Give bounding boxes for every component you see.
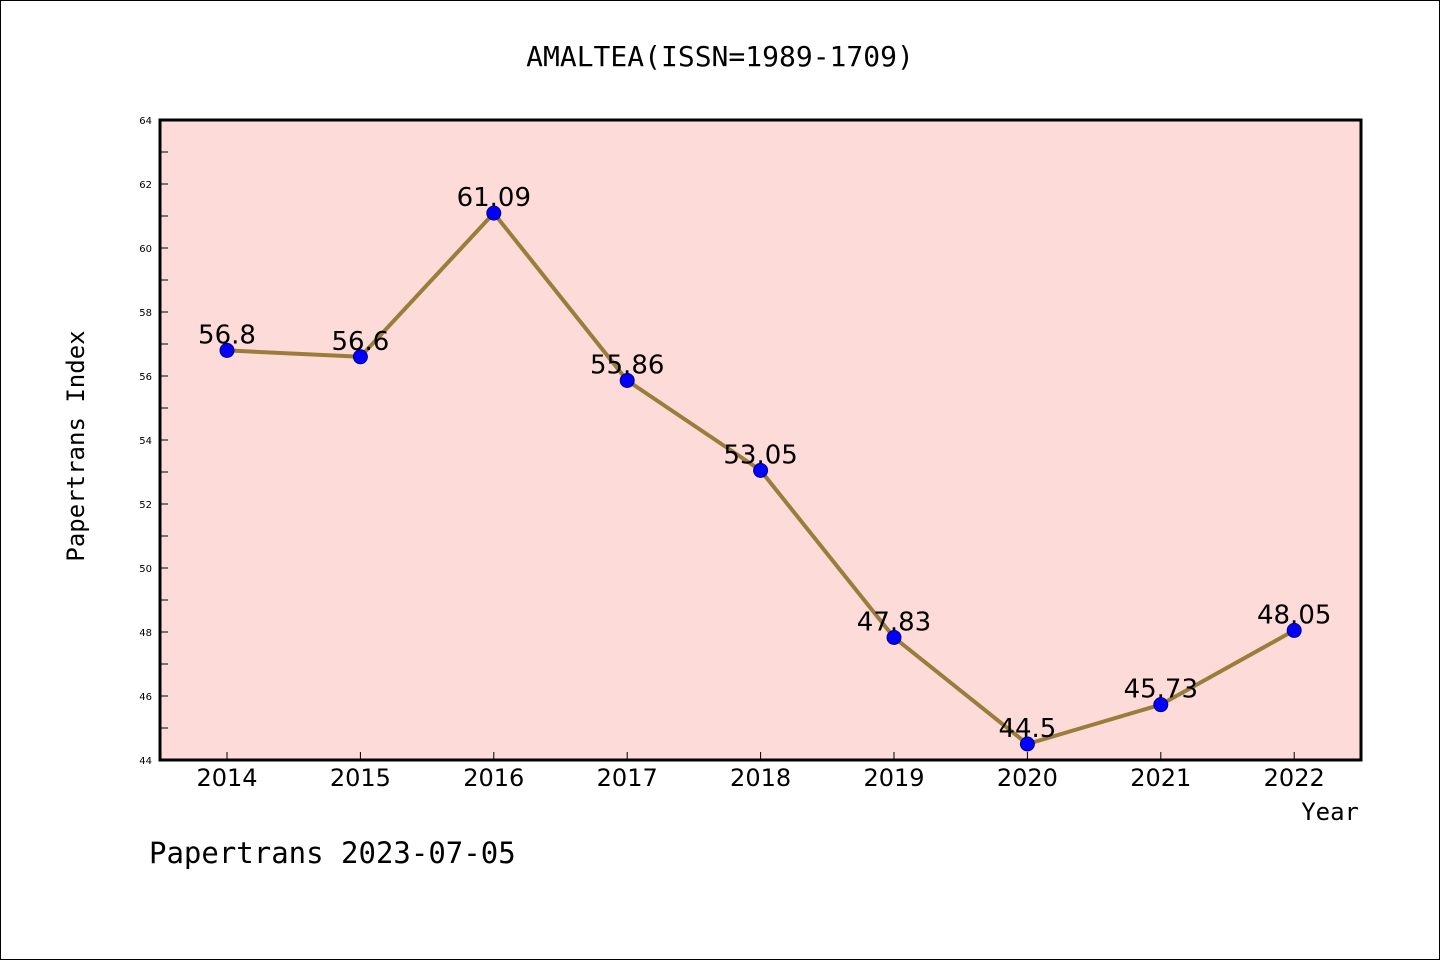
data-point bbox=[886, 629, 902, 645]
y-axis-label: Papertrans Index bbox=[62, 330, 90, 561]
x-tick-label: 2021 bbox=[1130, 764, 1191, 792]
y-tick-label: 48 bbox=[139, 628, 152, 639]
data-label: 56.6 bbox=[331, 327, 389, 357]
x-tick-label: 2017 bbox=[597, 764, 658, 792]
y-tick-label: 44 bbox=[139, 756, 152, 767]
data-labels: 56.8 56.6 61.09 55.86 53.05 47.83 44.5 45.73 48.… bbox=[198, 183, 1331, 744]
y-tick-label: 56 bbox=[139, 372, 152, 383]
x-axis-label: Year bbox=[1301, 798, 1359, 826]
y-tick-label: 58 bbox=[139, 308, 152, 319]
x-tick-label: 2022 bbox=[1264, 764, 1325, 792]
plot-border bbox=[158, 118, 1363, 762]
y-tick-label: 46 bbox=[139, 692, 152, 703]
data-point bbox=[1286, 622, 1302, 638]
x-axis: 2014 2015 2016 2017 2018 2019 2020 2021 2022 bbox=[196, 752, 1325, 792]
data-point bbox=[753, 462, 769, 478]
data-label: 44.5 bbox=[998, 714, 1056, 744]
plot-area bbox=[160, 120, 1361, 760]
data-label: 45.73 bbox=[1124, 675, 1198, 705]
data-label: 48.05 bbox=[1257, 600, 1331, 630]
data-point bbox=[1153, 697, 1169, 713]
y-tick-label: 64 bbox=[139, 116, 152, 127]
data-label: 61.09 bbox=[457, 183, 531, 213]
y-tick-label: 50 bbox=[139, 564, 152, 575]
footer-text: Papertrans 2023-07-05 bbox=[149, 836, 516, 870]
x-tick-label: 2016 bbox=[463, 764, 524, 792]
data-label: 47.83 bbox=[857, 607, 931, 637]
chart-title: AMALTEA(ISSN=1989-1709) bbox=[526, 40, 914, 73]
y-tick-label: 52 bbox=[139, 500, 152, 511]
data-points bbox=[219, 205, 1302, 752]
y-tick-label: 62 bbox=[139, 180, 152, 191]
x-tick-label: 2014 bbox=[196, 764, 257, 792]
x-tick-label: 2018 bbox=[730, 764, 791, 792]
data-point bbox=[486, 205, 502, 221]
data-point bbox=[619, 372, 635, 388]
x-tick-label: 2019 bbox=[863, 764, 924, 792]
y-tick-label: 60 bbox=[139, 244, 152, 255]
data-label: 55.86 bbox=[590, 350, 664, 380]
x-tick-label: 2015 bbox=[330, 764, 391, 792]
data-point bbox=[352, 349, 368, 365]
data-point bbox=[1019, 736, 1035, 752]
data-label: 53.05 bbox=[723, 440, 797, 470]
y-tick-label: 54 bbox=[139, 436, 152, 447]
data-label: 56.8 bbox=[198, 320, 256, 350]
x-tick-label: 2020 bbox=[997, 764, 1058, 792]
data-point bbox=[219, 342, 235, 358]
